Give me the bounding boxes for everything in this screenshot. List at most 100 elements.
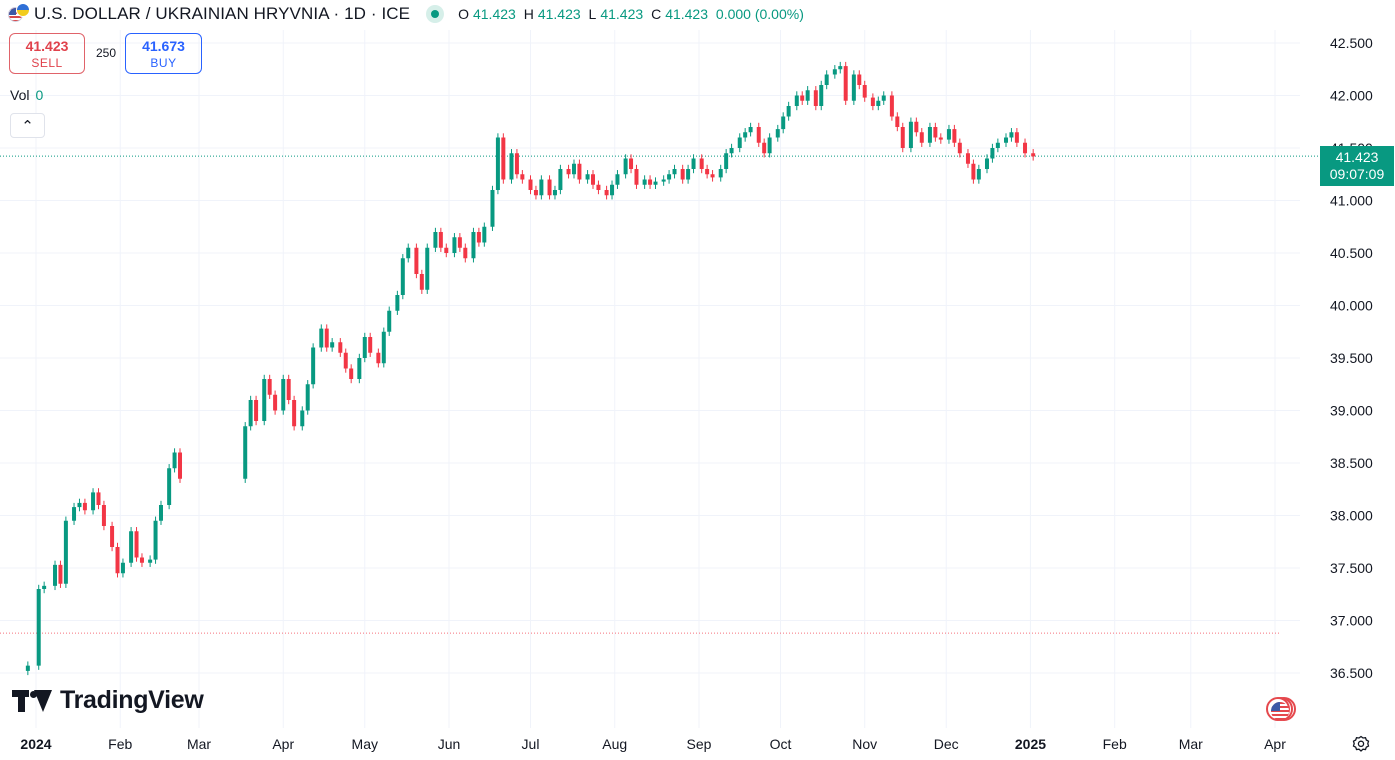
price-tick-label: 38.500 xyxy=(1330,455,1373,471)
time-tick-label: 2025 xyxy=(1015,736,1046,752)
candle-body xyxy=(539,179,544,196)
candle-body xyxy=(482,226,487,243)
candle-body xyxy=(509,153,514,180)
candle-body xyxy=(139,557,144,563)
candle-body xyxy=(933,127,938,138)
symbol-title[interactable]: U.S. DOLLAR / UKRAINIAN HRYVNIA · 1D · I… xyxy=(34,4,411,23)
candle-body xyxy=(1031,153,1036,157)
candle-body xyxy=(1014,132,1019,143)
candle-body xyxy=(115,547,120,574)
candle-body xyxy=(781,116,786,130)
candle-body xyxy=(976,169,981,180)
candle-body xyxy=(661,179,666,182)
candle-body xyxy=(686,169,691,180)
last-price-badge: 41.423 09:07:09 xyxy=(1320,146,1394,186)
candle-body xyxy=(292,400,297,427)
buy-button[interactable]: 41.673 BUY xyxy=(125,33,202,74)
candle-body xyxy=(984,158,989,169)
candle-body xyxy=(406,247,411,259)
price-axis[interactable]: 36.500 37.000 37.500 38.000 38.500 39.000 39.5… xyxy=(1330,35,1373,681)
time-axis[interactable]: 2024 Feb Mar Apr May Jun Jul Aug Sep Oct Nov Dec 202… xyxy=(20,736,1286,752)
candle-body xyxy=(642,179,647,185)
price-tick-label: 39.000 xyxy=(1330,403,1373,419)
volume-label: Vol xyxy=(10,87,30,103)
sell-button[interactable]: 41.423 SELL xyxy=(9,33,85,74)
chart-grid xyxy=(0,30,1318,728)
candle-body xyxy=(96,492,101,505)
usd-uah-flag-icon xyxy=(8,3,30,25)
time-tick-label: Feb xyxy=(1103,736,1127,752)
candle-body xyxy=(1009,132,1014,138)
candle-body xyxy=(908,121,913,148)
high-label: H xyxy=(523,6,534,22)
tradingview-logo[interactable]: TradingView xyxy=(12,686,204,715)
candle-body xyxy=(148,559,153,563)
candle-body xyxy=(832,69,837,75)
price-tick-label: 38.000 xyxy=(1330,508,1373,524)
settings-icon[interactable] xyxy=(1352,735,1370,753)
candle-body xyxy=(91,492,96,511)
time-tick-label: Feb xyxy=(108,736,132,752)
candle-body xyxy=(528,179,533,190)
collapse-legend-button[interactable]: ⌃ xyxy=(10,113,45,138)
candle-body xyxy=(53,564,58,586)
candle-body xyxy=(648,179,653,185)
candle-body xyxy=(995,142,1000,148)
candle-body xyxy=(571,163,576,175)
candle-body xyxy=(596,184,601,190)
ohlc-values: O 41.423 H 41.423 L 41.423 C 41.423 0.000 (0… xyxy=(458,6,808,22)
candle-body xyxy=(452,237,457,253)
candle-body xyxy=(591,174,596,185)
candle-body xyxy=(514,153,519,175)
candle-body xyxy=(756,127,761,143)
candle-body xyxy=(463,247,468,259)
candle-body xyxy=(1023,142,1028,154)
candle-body xyxy=(843,66,848,101)
candle-body xyxy=(680,169,685,180)
candle-body xyxy=(395,295,400,311)
time-tick-label: Aug xyxy=(602,736,627,752)
candle-body xyxy=(585,174,590,180)
candle-body xyxy=(311,347,316,385)
candle-body xyxy=(471,232,476,259)
volume-legend[interactable]: Vol 0 xyxy=(10,87,43,103)
sell-price: 41.423 xyxy=(25,38,69,54)
candle-body xyxy=(566,169,571,175)
candle-body xyxy=(63,520,68,584)
candle-body xyxy=(610,184,615,196)
candle-body xyxy=(324,328,329,348)
sell-label: SELL xyxy=(31,56,63,70)
candle-body xyxy=(490,190,495,227)
price-tick-label: 36.500 xyxy=(1330,665,1373,681)
price-tick-label: 37.000 xyxy=(1330,613,1373,629)
candle-body xyxy=(813,90,818,106)
candle-body xyxy=(72,507,77,521)
spread-value: 250 xyxy=(96,46,117,60)
candle-body xyxy=(870,97,875,106)
low-value: 41.423 xyxy=(600,6,644,22)
candle-body xyxy=(381,331,386,364)
candle-body xyxy=(743,132,748,138)
candle-body xyxy=(748,127,753,133)
price-tick-label: 42.500 xyxy=(1330,35,1373,51)
candle-body xyxy=(254,400,259,421)
candle-body xyxy=(129,531,134,563)
candle-body xyxy=(824,74,829,85)
us-flag-event-icon[interactable] xyxy=(1266,697,1296,723)
candle-body xyxy=(387,310,392,332)
candle-body xyxy=(634,169,639,185)
logo-text: TradingView xyxy=(60,686,204,714)
candle-body xyxy=(457,237,462,248)
time-tick-label: Oct xyxy=(770,736,792,752)
candle-body xyxy=(42,585,47,589)
candle-body xyxy=(895,116,900,127)
close-value: 41.423 xyxy=(665,6,709,22)
candle-body xyxy=(889,95,894,117)
candle-body xyxy=(851,74,856,101)
candle-body xyxy=(710,174,715,178)
candle-body xyxy=(495,137,500,190)
volume-value: 0 xyxy=(35,87,44,103)
last-price-value: 41.423 xyxy=(1335,149,1379,165)
candle-body xyxy=(729,148,734,154)
